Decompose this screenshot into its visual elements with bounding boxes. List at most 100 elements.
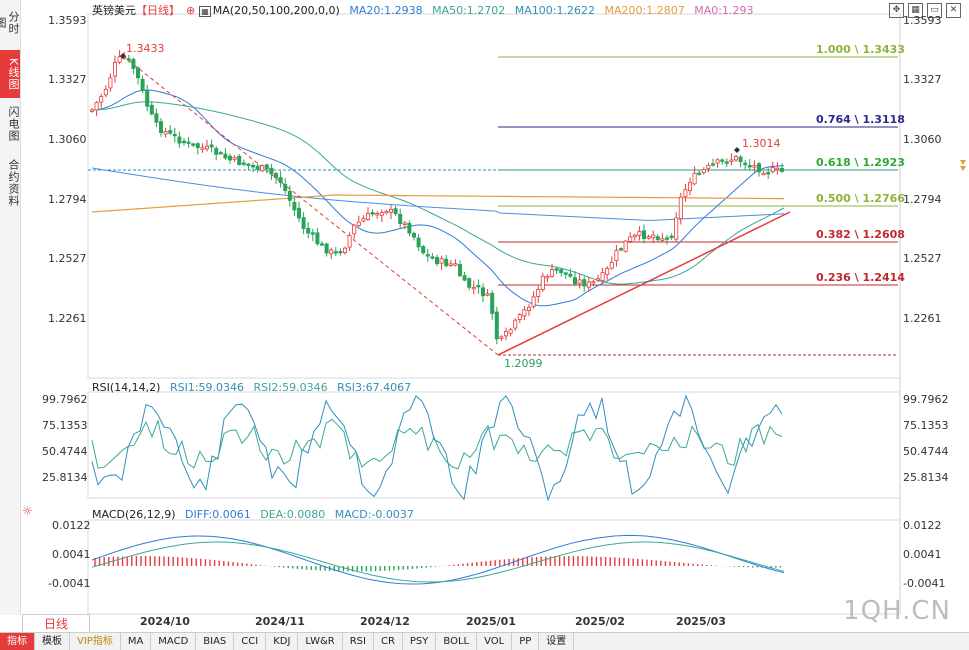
toolbar-pp-button[interactable]: PP [512,633,540,650]
price-axis-label-right: 1.2527 [903,252,942,265]
candle-body [444,258,449,267]
grid-icon[interactable]: ▦ [908,3,923,18]
ma200-line [91,194,784,213]
toolbar-templates-button[interactable]: 模板 [35,633,70,650]
tab-contract-info[interactable]: 合约资料 [7,159,20,207]
recent-high-annotation: 1.3014 [742,137,781,150]
rsi2-value: RSI2:59.0346 [253,381,328,394]
candle-body [757,163,762,173]
candle-body [246,163,251,167]
candle-body [273,173,278,178]
candle-body [471,286,476,290]
macd-legend: MACD(26,12,9) DIFF:0.0061 DEA:0.0080 MAC… [92,508,420,521]
indicator-icon[interactable]: ▦ [199,6,211,17]
candle-body [536,289,541,297]
candle-body [361,218,366,222]
candle-body [554,268,559,271]
indicator-toolbar: 指标 模板 VIP指标 MA MACD BIAS CCI KDJ LW&R RS… [0,632,969,650]
toolbar-macd-button[interactable]: MACD [151,633,197,650]
candle-body [596,278,601,281]
toolbar-bias-button[interactable]: BIAS [196,633,235,650]
candle-body [623,240,628,252]
toolbar-boll-button[interactable]: BOLL [436,633,478,650]
candle-body [513,319,518,329]
candle-body [347,235,352,248]
candle-body [310,232,315,235]
candle-body [688,182,693,192]
candle-body [573,277,578,285]
candle-body [278,177,283,183]
tab-timeshare[interactable]: 分时图 [0,11,20,35]
candle-body [434,257,439,265]
candlestick-series [90,50,785,345]
candle-body [416,237,421,248]
time-axis-label: 2024/12 [360,615,410,628]
toolbar-settings-button[interactable]: 设置 [539,633,575,650]
toolbar-ma-button[interactable]: MA [121,633,152,650]
candle-body [384,211,389,214]
zoom-icon[interactable]: ⊕ [186,4,196,17]
expand-icon[interactable]: ✥ [889,3,904,18]
candle-body [655,236,660,241]
price-axis-label: 1.2527 [48,252,87,265]
candle-body [600,272,605,282]
toolbar-vol-button[interactable]: VOL [477,633,513,650]
candle-body [135,67,140,79]
rsi-axis-label-right: 25.8134 [903,471,949,484]
macd-settings-icon[interactable]: ☼ [22,504,33,518]
rsi-axis-label-right: 50.4744 [903,445,949,458]
candle-body [563,272,568,275]
toolbar-cci-button[interactable]: CCI [234,633,267,650]
minimize-icon[interactable]: ▭ [927,3,942,18]
macd-axis-label-right: 0.0122 [903,519,942,532]
tab-lightning[interactable]: 闪电图 [7,106,20,142]
candle-body [398,213,403,224]
ma-spec: MA(20,50,100,200,0,0) [212,4,340,17]
candle-body [683,189,688,197]
price-axis-label-right: 1.3593 [903,14,942,27]
period-selector-button[interactable]: 日线 [22,614,90,634]
candle-body [163,131,168,135]
candle-body [195,143,200,149]
candle-body [743,162,748,166]
rsi-axis-label-right: 99.7962 [903,393,949,406]
toolbar-cr-button[interactable]: CR [374,633,403,650]
chart-canvas[interactable] [0,0,969,632]
candle-body [457,263,462,277]
left-sidebar: 分时图 K线图 闪电图 合约资料 [0,0,21,615]
toolbar-kdj-button[interactable]: KDJ [266,633,299,650]
toolbar-vip-button[interactable]: VIP指标 [70,633,121,650]
tab-kline[interactable]: K线图 [0,50,20,98]
recent-high-marker [734,147,740,153]
candle-body [619,248,624,251]
candle-body [227,155,232,161]
toolbar-lwr-button[interactable]: LW&R [298,633,343,650]
close-icon[interactable]: ✕ [946,3,961,18]
ma50-line [91,101,785,285]
toolbar-psy-button[interactable]: PSY [403,633,437,650]
candle-body [540,275,545,290]
candle-body [669,235,674,239]
macd-panel-border [87,519,901,615]
candle-body [145,89,150,107]
candle-body [407,223,412,234]
candle-body [365,212,370,220]
candle-body [126,58,131,61]
candle-body [338,250,343,254]
candle-body [430,256,435,259]
candle-body [642,230,647,239]
candle-body [738,156,743,163]
rsi-axis-label: 50.4744 [42,445,88,458]
toolbar-indicators-button[interactable]: 指标 [0,633,35,650]
candle-body [632,234,637,238]
toolbar-rsi-button[interactable]: RSI [343,633,374,650]
candle-body [545,276,550,279]
candle-body [200,147,205,150]
candle-body [269,167,274,175]
macd-value: MACD:-0.0037 [334,508,414,521]
candle-body [379,212,384,216]
candle-body [333,251,338,254]
window-toolbar: ✥ ▦ ▭ ✕ [889,3,961,18]
time-axis-label: 2025/02 [575,615,625,628]
candle-body [462,275,467,281]
